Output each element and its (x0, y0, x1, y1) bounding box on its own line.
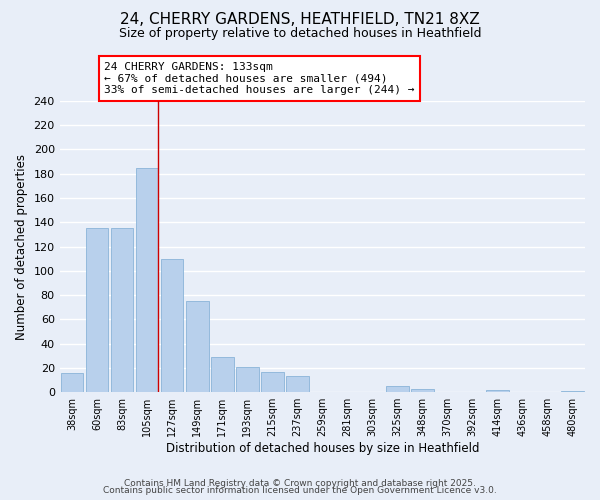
Text: Size of property relative to detached houses in Heathfield: Size of property relative to detached ho… (119, 28, 481, 40)
Text: 24, CHERRY GARDENS, HEATHFIELD, TN21 8XZ: 24, CHERRY GARDENS, HEATHFIELD, TN21 8XZ (120, 12, 480, 28)
Bar (261, 372, 284, 392)
Text: 24 CHERRY GARDENS: 133sqm
← 67% of detached houses are smaller (494)
33% of semi: 24 CHERRY GARDENS: 133sqm ← 67% of detac… (104, 62, 415, 95)
Y-axis label: Number of detached properties: Number of detached properties (15, 154, 28, 340)
Text: Contains HM Land Registry data © Crown copyright and database right 2025.: Contains HM Land Registry data © Crown c… (124, 478, 476, 488)
Bar (236, 366, 259, 392)
Bar (386, 386, 409, 392)
Bar (61, 373, 83, 392)
Bar (86, 228, 109, 392)
Bar (161, 258, 184, 392)
Bar (561, 391, 584, 392)
Bar (111, 228, 133, 392)
Bar (211, 357, 233, 392)
Bar (286, 376, 308, 392)
Bar (136, 168, 158, 392)
Text: Contains public sector information licensed under the Open Government Licence v3: Contains public sector information licen… (103, 486, 497, 495)
Bar (186, 301, 209, 392)
Bar (486, 390, 509, 392)
Bar (411, 388, 434, 392)
X-axis label: Distribution of detached houses by size in Heathfield: Distribution of detached houses by size … (166, 442, 479, 455)
